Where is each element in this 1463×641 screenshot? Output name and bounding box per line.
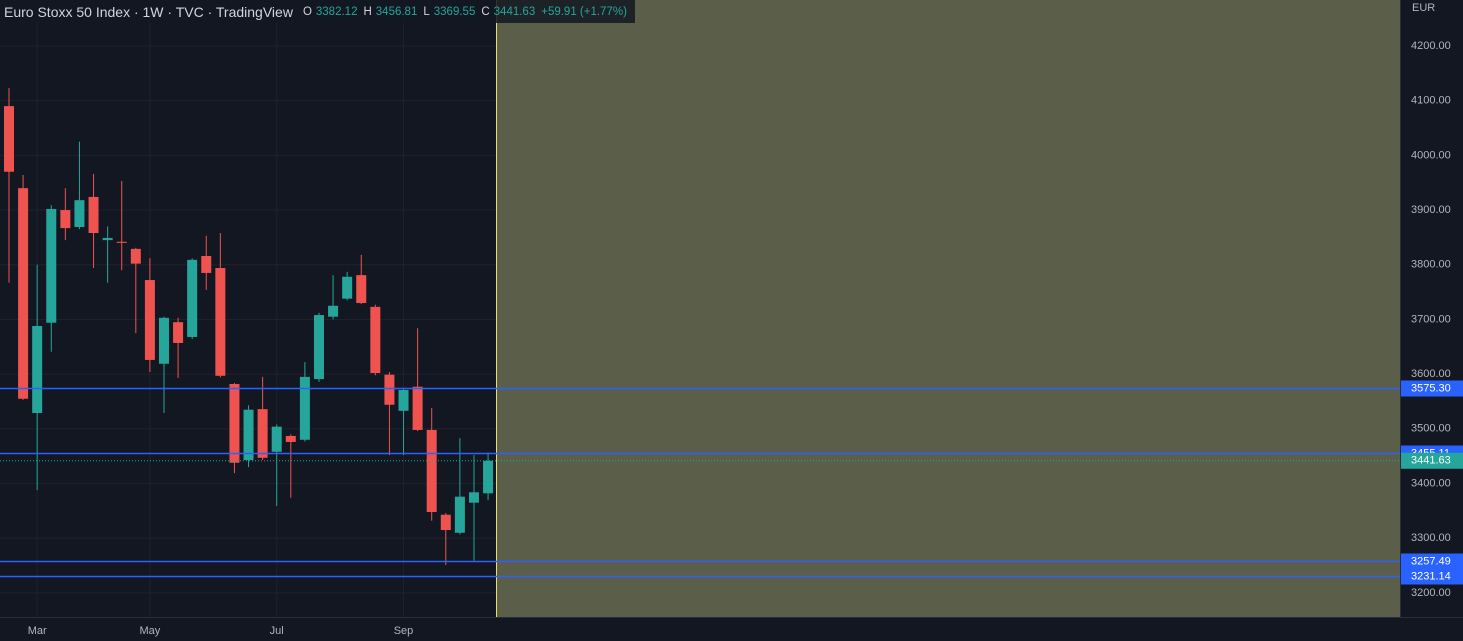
future-region bbox=[496, 0, 1400, 617]
x-tick-label: Jul bbox=[270, 625, 284, 637]
candles bbox=[4, 88, 494, 566]
legend: Euro Stoxx 50 Index · 1W · TVC · Trading… bbox=[0, 0, 635, 23]
close-key: C bbox=[481, 5, 490, 18]
price-axis bbox=[1400, 0, 1463, 641]
price-label-bg bbox=[1401, 380, 1463, 397]
last-price-bg bbox=[1401, 452, 1463, 469]
y-tick-label: 3500.00 bbox=[1411, 423, 1451, 435]
price-label-bg bbox=[1401, 553, 1463, 570]
candle-body bbox=[243, 409, 254, 461]
low-key: L bbox=[423, 5, 430, 18]
high-value: 3456.81 bbox=[375, 5, 418, 18]
candle-body bbox=[440, 514, 451, 531]
open-value: 3382.12 bbox=[315, 5, 358, 18]
x-tick-label: May bbox=[140, 625, 161, 637]
y-tick-label: 3800.00 bbox=[1411, 259, 1451, 271]
candle-body bbox=[426, 429, 437, 512]
candle-body bbox=[257, 409, 268, 458]
candle-body bbox=[468, 492, 479, 503]
candle-body bbox=[313, 315, 324, 380]
candle-body bbox=[342, 276, 353, 299]
candle-body bbox=[144, 280, 155, 360]
candle-body bbox=[201, 255, 212, 273]
chart-title: Euro Stoxx 50 Index · 1W · TVC · Trading… bbox=[4, 3, 293, 20]
y-tick-label: 4000.00 bbox=[1411, 149, 1451, 161]
currency-label: EUR bbox=[1412, 2, 1435, 14]
candle-body bbox=[285, 435, 296, 442]
candle-body bbox=[74, 200, 85, 227]
candle-body bbox=[187, 259, 198, 337]
candle-body bbox=[370, 306, 381, 374]
candle-body bbox=[60, 210, 71, 229]
candle-body bbox=[271, 426, 282, 452]
y-tick-label: 3600.00 bbox=[1411, 368, 1451, 380]
low-value: 3369.55 bbox=[433, 5, 476, 18]
candle-body bbox=[412, 386, 423, 430]
high-key: H bbox=[363, 5, 372, 18]
x-tick-label: Sep bbox=[394, 625, 414, 637]
price-lines bbox=[0, 387, 1400, 578]
open-key: O bbox=[302, 5, 312, 18]
candle-body bbox=[454, 496, 465, 533]
last-price-label: 3441.63 bbox=[1411, 455, 1451, 467]
candle-body bbox=[483, 460, 494, 494]
y-tick-label: 3400.00 bbox=[1411, 477, 1451, 489]
candle-body bbox=[88, 196, 99, 234]
candle-body bbox=[158, 317, 169, 364]
price-label: 3231.14 bbox=[1411, 570, 1451, 582]
axes: 3200.00 3300.00 3400.00 3500.00 3600.00 3700.… bbox=[28, 40, 1463, 637]
candle-body bbox=[173, 322, 184, 343]
candle-body bbox=[229, 383, 240, 463]
close-value: 3441.63 bbox=[493, 5, 536, 18]
x-tick-label: Mar bbox=[28, 625, 47, 637]
candle-body bbox=[32, 326, 43, 413]
candle-body bbox=[299, 376, 310, 440]
y-tick-label: 4100.00 bbox=[1411, 95, 1451, 107]
y-tick-label: 3200.00 bbox=[1411, 587, 1451, 599]
candle-body bbox=[102, 237, 113, 241]
candle-body bbox=[215, 268, 226, 376]
candle-body bbox=[18, 188, 29, 399]
y-tick-label: 3900.00 bbox=[1411, 204, 1451, 216]
candle-body bbox=[328, 305, 339, 317]
y-tick-label: 3300.00 bbox=[1411, 532, 1451, 544]
price-label: 3257.49 bbox=[1411, 555, 1451, 567]
candle-body bbox=[116, 241, 127, 243]
candle-body bbox=[384, 374, 395, 405]
candle-body bbox=[130, 248, 141, 264]
candle-body bbox=[356, 275, 367, 304]
change-value: +59.91 (+1.77%) bbox=[541, 5, 627, 18]
candle-body bbox=[46, 208, 57, 323]
candle-body bbox=[4, 106, 14, 172]
y-tick-label: 4200.00 bbox=[1411, 40, 1451, 52]
price-label: 3575.30 bbox=[1411, 382, 1451, 394]
price-label-bg bbox=[1401, 568, 1463, 585]
candle-body bbox=[398, 390, 409, 411]
y-tick-label: 3700.00 bbox=[1411, 313, 1451, 325]
